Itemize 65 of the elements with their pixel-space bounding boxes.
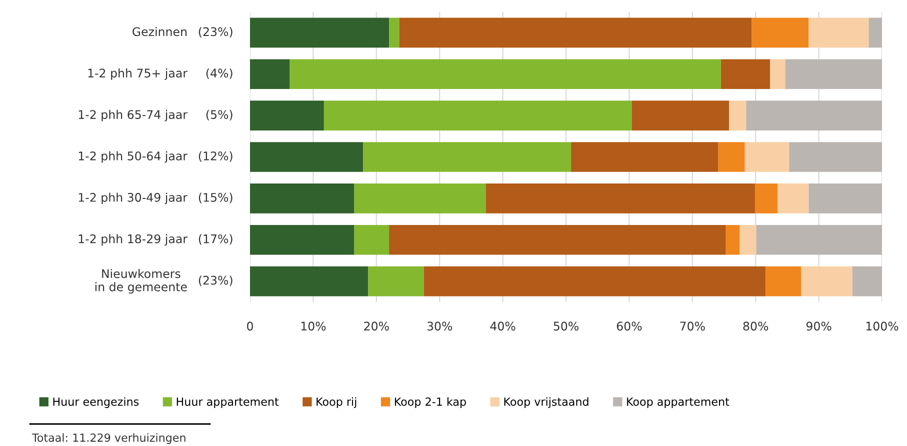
y-tick-label: 1-2 phh 50-64 jaar (12%) [78,151,232,163]
bar [250,59,290,90]
bar [720,59,770,90]
y-tick-label: Nieuwkomers in de gemeente (23%) [95,268,232,294]
x-tick-label: 90% [806,322,832,331]
bar [770,59,786,90]
bar [250,184,354,214]
bar [789,142,882,172]
legend-label: Koop appartement [627,398,730,408]
bar [354,224,390,255]
bar [740,224,756,255]
bar [424,266,766,296]
bar [399,18,752,48]
bar [250,266,368,296]
bar [250,18,390,48]
bar [868,18,882,48]
bar [250,142,364,172]
bar [752,18,809,48]
bar [808,18,869,48]
bar [354,184,486,214]
text: Totaal: 11.229 verhuizingen [32,433,186,444]
bar [363,142,572,172]
x-tick-label: 40% [490,322,516,331]
bar [808,184,882,214]
bar [778,184,809,214]
x-tick-label: 100% [866,322,898,331]
y-tick-label: Gezinnen (23%) [132,27,232,38]
legend-label: Huur eengezins [53,397,139,408]
bar [746,100,882,130]
legend-label: Huur appartement [176,398,279,408]
bar [250,224,354,255]
bar [718,142,745,172]
bar [756,224,882,255]
bar [801,266,852,296]
bar [486,184,755,214]
x-tick-label: 30% [427,322,452,331]
bar [324,100,632,130]
x-tick-label: 0 [247,322,253,331]
x-tick-label: 50% [554,322,578,331]
y-tick-label: 1-2 phh 30-49 jaar (15%) [78,192,232,204]
bar [766,266,802,296]
bar [744,142,790,172]
bar [290,59,721,90]
category-label: 1-2 phh 75+ jaar (4%) [88,68,232,80]
x-tick-label: 10% [301,322,326,331]
legend-label: Koop 2-1 kap [394,397,466,408]
bar [632,100,730,130]
bar [571,142,718,172]
x-tick-label: 60% [616,322,642,331]
legend-label: Koop vrijstaand [504,397,588,408]
x-tick-label: 80% [743,322,768,331]
legend-label: Koop rij [316,397,356,408]
bar [726,224,740,255]
bar [852,266,882,296]
category-label: 1-2 phh 65-74 jaar (5%) [78,110,232,122]
bar [368,266,424,296]
x-tick-label: 20% [364,322,389,331]
bar [754,184,778,214]
bar [389,18,400,48]
bar [785,59,882,90]
bar [250,100,324,130]
x-tick-label: 70% [680,322,705,331]
bar [729,100,746,130]
y-tick-label: 1-2 phh 18-29 jaar (17%) [78,234,232,246]
bar [389,224,726,255]
